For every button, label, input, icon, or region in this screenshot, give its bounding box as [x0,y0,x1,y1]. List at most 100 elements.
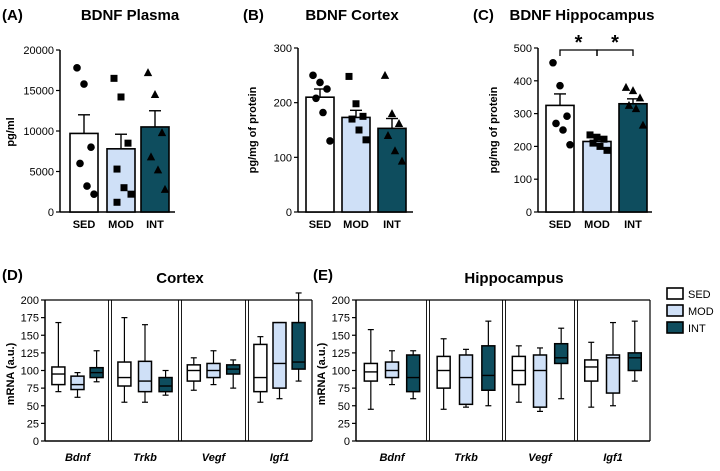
box-mod [137,360,153,393]
y-tick-label: 25 [27,418,39,430]
title-e: Hippocampus [464,270,563,287]
gene-label: Vegf [202,452,227,464]
bar-sed [305,96,335,213]
y-tick-label: 400 [514,76,532,88]
bar-int [140,126,170,213]
box-sed [583,359,599,382]
y-tick-label: 0 [48,207,54,219]
panel-label-e: (E) [313,267,333,284]
ylabel-e: mRNA (a.u.) [316,342,328,405]
y-tick-label: 200 [514,141,532,153]
ylabel-c: pg/mg of protein [488,86,500,173]
data-point [312,94,320,103]
category-label: MOD [584,219,610,231]
panel-a-plot: 0 5000 10000 15000 20000 SED MOD INT [23,45,175,231]
category-label: SED [309,219,332,231]
data-point [157,128,167,137]
box-int [627,352,643,372]
ylabel-d: mRNA (a.u.) [5,342,17,405]
data-point [348,115,356,123]
ylabel-a: pg/ml [5,117,17,146]
data-point [631,104,641,113]
gene-label: Vegf [528,452,553,464]
data-point [110,74,118,82]
y-tick-label: 75 [27,383,39,395]
data-point [326,137,334,145]
y-tick-label: 125 [21,348,39,360]
y-tick-label: 100 [514,174,532,186]
significance-bracket [596,49,634,56]
category-label: MOD [108,219,134,231]
y-tick-label: 25 [338,418,350,430]
gene-label: Trkb [133,452,157,464]
data-point [383,130,393,139]
y-tick-label: 100 [332,366,350,378]
data-point [359,112,367,120]
data-point [80,80,88,88]
title-b: BDNF Cortex [305,7,399,24]
data-point [316,78,324,87]
y-tick-label: 500 [514,43,532,55]
data-point [309,71,317,80]
box-int [481,345,496,391]
data-point [76,159,84,168]
gene-label: Trkb [454,452,478,464]
data-point [563,112,571,121]
legend-label-sed: SED [688,289,711,301]
y-tick-label: 175 [21,313,39,325]
data-point [73,64,81,72]
y-tick-label: 100 [274,152,292,164]
data-point [90,190,98,198]
data-point [390,146,400,155]
category-label: SED [73,219,96,231]
y-tick-label: 100 [21,366,39,378]
data-point [323,85,331,93]
data-point [628,86,638,95]
significance-star: * [575,32,583,54]
title-a: BDNF Plasma [81,7,180,24]
data-point [624,100,634,109]
bar-int [618,102,648,213]
data-point [635,93,645,102]
panel-b-plot: 0 100 200 300 SED MOD INT [274,43,413,231]
data-point [83,182,91,190]
box-sed [436,355,451,389]
box-mod [532,354,548,408]
panel-label-b: (B) [243,7,264,24]
box-int [291,321,306,370]
data-point [143,68,153,77]
data-point [556,81,564,90]
data-point [589,139,597,147]
data-point [160,184,170,193]
ylabel-b: pg/mg of protein [247,86,259,173]
legend-swatch-mod [666,304,684,317]
gene-label: Bdnf [379,452,405,464]
legend: SED MOD INT [666,287,714,335]
y-tick-label: 200 [274,98,292,110]
box-sed [253,343,268,393]
y-tick-label: 0 [526,207,532,219]
y-tick-label: 125 [332,348,350,360]
data-point [387,109,397,118]
gene-label: Igf1 [270,452,290,464]
data-point [566,140,574,149]
data-point [621,82,631,91]
legend-swatch-sed [666,287,684,300]
box-sed [117,361,132,387]
category-label: MOD [343,219,369,231]
data-point [355,126,363,134]
data-point [593,133,601,141]
box-mod [70,375,85,391]
legend-swatch-int [666,321,684,334]
data-point [549,58,557,67]
data-point [117,93,125,101]
legend-label-int: INT [688,323,706,335]
y-tick-label: 10000 [23,126,54,138]
y-tick-label: 75 [338,383,350,395]
data-point [345,72,353,80]
y-tick-label: 300 [514,109,532,121]
data-point [87,143,95,151]
bar-sed [545,104,575,213]
box-int [405,354,421,393]
gene-label: Igf1 [603,452,623,464]
